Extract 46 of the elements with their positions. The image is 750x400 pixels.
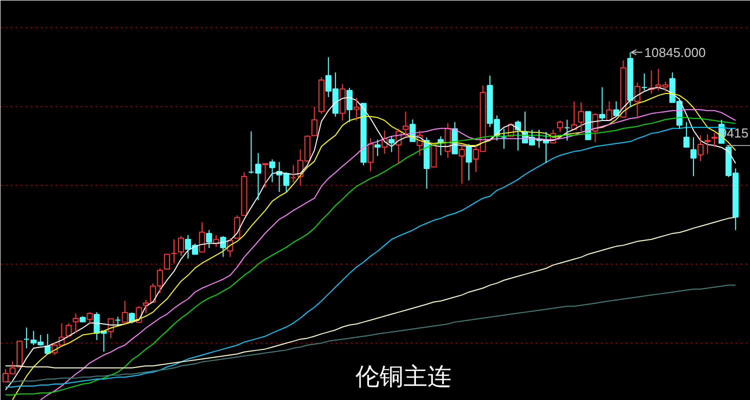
candlestick [353, 97, 360, 121]
candlestick [599, 86, 606, 121]
candlestick [80, 316, 86, 322]
candlestick [402, 111, 409, 138]
candlestick [704, 134, 711, 154]
candlestick [578, 102, 584, 132]
candlestick [557, 120, 564, 132]
candlestick [339, 83, 346, 121]
candlestick [641, 72, 648, 91]
candlestick [627, 52, 634, 108]
candlestick [318, 76, 324, 114]
text: 伦铜主连 [356, 362, 452, 390]
candlestick [114, 316, 121, 326]
candlestick [388, 136, 395, 153]
candlestick [458, 143, 465, 184]
candlestick [690, 136, 696, 177]
candlestick [620, 60, 626, 118]
candlestick [606, 100, 612, 121]
candlestick [424, 136, 430, 190]
candlestick [199, 222, 206, 252]
candlestick [170, 238, 178, 264]
candlestick [290, 164, 296, 183]
candlestick [269, 158, 276, 183]
candlestick [683, 122, 690, 148]
candlestick [711, 132, 718, 148]
candlestick [564, 119, 570, 142]
candlestick [262, 163, 268, 188]
candlestick [500, 128, 507, 150]
candlestick [66, 322, 72, 338]
candlestick [178, 236, 184, 256]
candlestick [86, 312, 93, 324]
candlestick [241, 172, 248, 216]
candlestick [122, 300, 128, 323]
candlestick [697, 134, 704, 162]
candlestick [438, 136, 444, 156]
candlestick [346, 87, 353, 123]
candlestick [634, 82, 640, 119]
candlestick [360, 102, 367, 166]
candlestick [466, 143, 472, 181]
candlestick [311, 106, 318, 136]
candlestick [368, 138, 374, 172]
annotation: 10845.000 [644, 44, 706, 60]
candlestick [206, 230, 212, 248]
candlestick [24, 327, 30, 349]
candlestick [72, 313, 79, 334]
candlestick [613, 100, 620, 116]
